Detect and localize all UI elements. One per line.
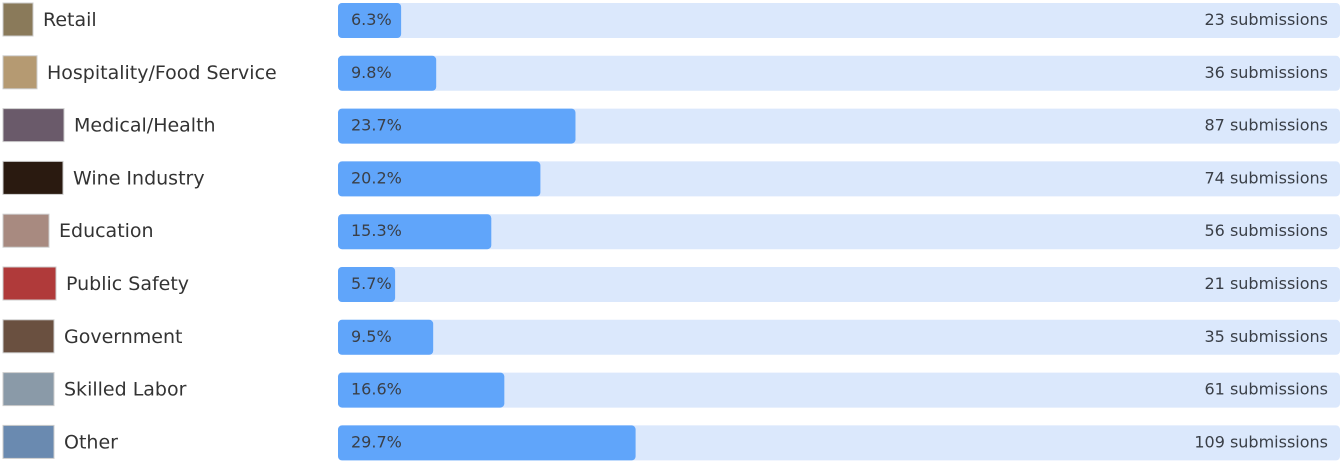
bar-track [338, 372, 1340, 408]
thumbnail [2, 213, 50, 248]
thumbnail [2, 424, 55, 459]
submission-label: 61 submissions [1205, 380, 1329, 399]
bar [338, 214, 492, 250]
percent-label: 5.7% [351, 274, 392, 293]
percent-label: 15.3% [351, 221, 402, 240]
submission-label: 74 submissions [1205, 168, 1329, 187]
thumbnail [2, 266, 57, 301]
thumbnail [2, 2, 34, 37]
bar-track [338, 214, 1340, 250]
thumbnail [2, 372, 55, 407]
bar-track [338, 108, 1340, 144]
submission-label: 109 submissions [1194, 432, 1328, 451]
submission-label: 36 submissions [1205, 63, 1329, 82]
category-label: Public Safety [66, 273, 189, 295]
submission-label: 23 submissions [1205, 10, 1329, 29]
percent-label: 6.3% [351, 10, 392, 29]
thumbnail [2, 108, 65, 143]
category-label: Hospitality/Food Service [47, 62, 277, 84]
bar [338, 3, 402, 38]
category-label: Other [64, 431, 118, 453]
percent-label: 16.6% [351, 380, 402, 399]
bar [338, 55, 437, 91]
category-label: Retail [43, 9, 97, 31]
submission-label: 35 submissions [1205, 327, 1329, 346]
percent-label: 29.7% [351, 432, 402, 451]
bar-track [338, 55, 1340, 91]
submission-label: 56 submissions [1205, 221, 1329, 240]
category-label: Education [59, 220, 154, 242]
bar-track [338, 267, 1340, 302]
thumbnail [2, 55, 38, 90]
bar [338, 372, 505, 408]
percent-label: 9.5% [351, 327, 392, 346]
submission-label: 87 submissions [1205, 116, 1329, 135]
bar [338, 425, 636, 461]
submission-label: 21 submissions [1205, 274, 1329, 293]
bar [338, 319, 434, 355]
category-label: Government [64, 326, 183, 348]
percent-label: 9.8% [351, 63, 392, 82]
bar-track [338, 3, 1340, 38]
thumbnail [2, 160, 64, 195]
category-label: Wine Industry [73, 167, 205, 189]
percent-label: 20.2% [351, 168, 402, 187]
bar [338, 108, 576, 144]
percent-label: 23.7% [351, 116, 402, 135]
category-label: Medical/Health [74, 115, 216, 137]
bar-track [338, 161, 1340, 197]
thumbnail [2, 319, 55, 354]
bar-track [338, 319, 1340, 355]
bar [338, 161, 541, 197]
category-label: Skilled Labor [64, 379, 187, 401]
bar [338, 267, 396, 302]
